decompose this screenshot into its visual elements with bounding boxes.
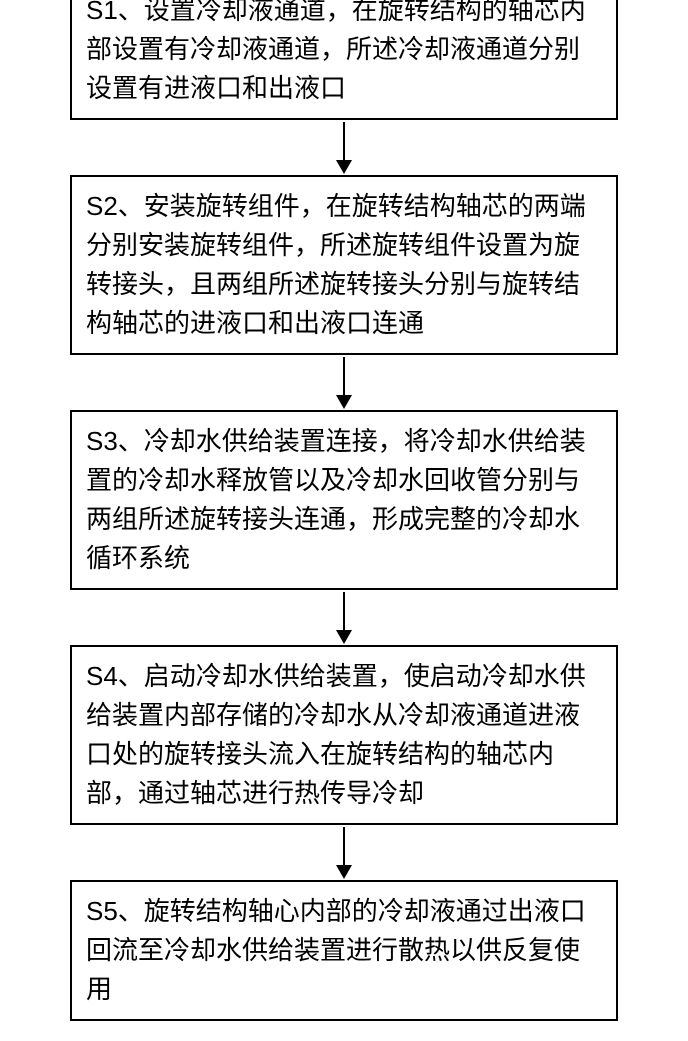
step-s2-text: S2、安装旋转组件，在旋转结构轴芯的两端分别安装旋转组件，所述旋转组件设置为旋转… (86, 191, 586, 338)
arrow-s2-s3 (336, 355, 352, 410)
arrow-line-icon (343, 122, 345, 160)
step-s1-text: S1、设置冷却液通道，在旋转结构的轴芯内部设置有冷却液通道，所述冷却液通道分别设… (86, 0, 586, 103)
arrow-s3-s4 (336, 590, 352, 645)
step-s3-text: S3、冷却水供给装置连接，将冷却水供给装置的冷却水释放管以及冷却水回收管分别与两… (86, 426, 586, 573)
arrow-head-icon (336, 160, 352, 174)
arrow-line-icon (343, 592, 345, 630)
step-s2-box: S2、安装旋转组件，在旋转结构轴芯的两端分别安装旋转组件，所述旋转组件设置为旋转… (70, 175, 618, 355)
flowchart-container: S1、设置冷却液通道，在旋转结构的轴芯内部设置有冷却液通道，所述冷却液通道分别设… (70, 0, 618, 1041)
step-s1-box: S1、设置冷却液通道，在旋转结构的轴芯内部设置有冷却液通道，所述冷却液通道分别设… (70, 0, 618, 120)
step-s3-box: S3、冷却水供给装置连接，将冷却水供给装置的冷却水释放管以及冷却水回收管分别与两… (70, 410, 618, 590)
step-s5-text: S5、旋转结构轴心内部的冷却液通过出液口回流至冷却水供给装置进行散热以供反复使用 (86, 896, 586, 1004)
arrow-s4-s5 (336, 825, 352, 880)
arrow-s1-s2 (336, 120, 352, 175)
arrow-line-icon (343, 827, 345, 865)
step-s4-box: S4、启动冷却水供给装置，使启动冷却水供给装置内部存储的冷却水从冷却液通道进液口… (70, 645, 618, 825)
arrow-head-icon (336, 865, 352, 879)
step-s4-text: S4、启动冷却水供给装置，使启动冷却水供给装置内部存储的冷却水从冷却液通道进液口… (86, 661, 586, 808)
arrow-head-icon (336, 395, 352, 409)
arrow-head-icon (336, 630, 352, 644)
arrow-line-icon (343, 357, 345, 395)
